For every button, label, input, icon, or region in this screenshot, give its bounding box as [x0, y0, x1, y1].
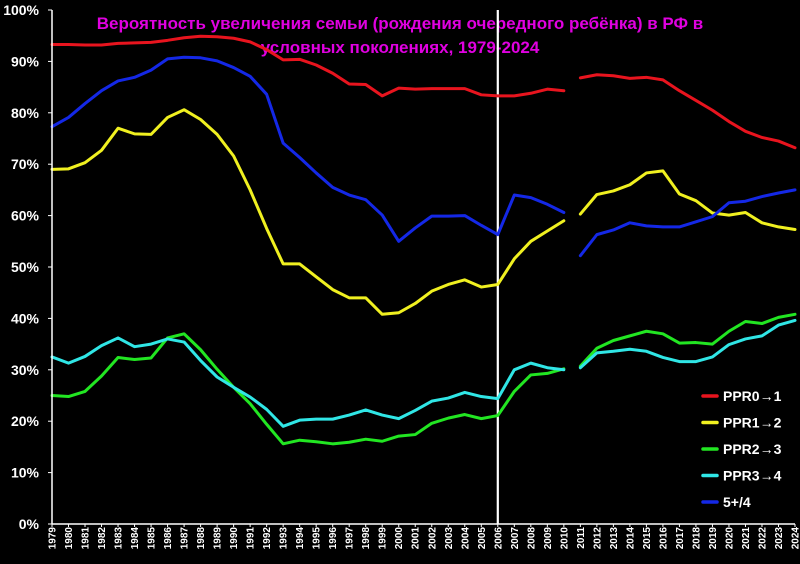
x-tick-label: 1987: [180, 527, 191, 550]
y-tick-label: 30%: [11, 362, 40, 378]
series-line-4-part-2: [578, 318, 797, 370]
y-tick-label: 20%: [11, 413, 40, 429]
x-tick-label: 1993: [279, 527, 290, 550]
x-tick-label: 1998: [361, 527, 372, 550]
y-tick-label: 70%: [11, 156, 40, 172]
series-line-3-part-2: [578, 312, 797, 368]
legend-label: PPR3→4: [723, 468, 782, 484]
x-tick-label: 1999: [378, 527, 389, 550]
x-tick-label: 1988: [196, 527, 207, 550]
x-tick-label: 2000: [394, 527, 405, 550]
series-line-1-part-1: [50, 34, 566, 98]
legend-label: 5+/4: [723, 494, 751, 510]
series-line-5-part-2: [578, 188, 797, 258]
legend-label: PPR2→3: [723, 441, 782, 457]
series-lines: [50, 34, 797, 446]
x-tick-label: 1995: [312, 527, 323, 550]
series-line-2-part-2: [578, 169, 797, 231]
chart-title-line-2: условных поколениях, 1979-2024: [261, 38, 540, 57]
x-tick-label: 1990: [229, 527, 240, 550]
x-tick-label: 1980: [64, 527, 75, 550]
x-tick-label: 2004: [460, 527, 471, 550]
x-tick-label: 2024: [791, 527, 800, 550]
series-line-4-part-1: [50, 336, 566, 428]
x-tick-label: 1983: [114, 527, 125, 550]
legend: PPR0→1 PPR1→2 PPR2→3 PPR3→4 5+/4: [701, 388, 782, 510]
x-tick-label: 1997: [345, 527, 356, 550]
x-tick-label: 2013: [609, 527, 620, 550]
y-tick-label: 90%: [11, 53, 40, 69]
series-line-5-part-1: [50, 55, 566, 243]
x-tick-label: 2003: [444, 527, 455, 550]
x-tick-label: 2014: [625, 527, 636, 550]
x-tick-label: 2017: [675, 527, 686, 550]
x-tick-label: 2012: [592, 527, 603, 550]
x-tick-label: 1981: [81, 527, 92, 550]
x-tick-labels: 1979 1980 1981 1982 1983 1984 1985 1986 1987 1988…: [48, 524, 800, 549]
x-tick-label: 2010: [559, 527, 570, 550]
y-tick-labels: 0% 10% 20% 30% 40% 50% 60% 70% 80% 90% 100%: [3, 2, 52, 532]
y-tick-label: 40%: [11, 310, 40, 326]
y-tick-label: 100%: [3, 2, 39, 18]
x-tick-label: 1996: [328, 527, 339, 550]
x-tick-label: 2021: [741, 527, 752, 550]
x-tick-label: 1985: [147, 527, 158, 550]
x-tick-label: 2018: [691, 527, 702, 550]
x-tick-label: 1991: [246, 527, 257, 550]
x-tick-label: 1979: [48, 527, 59, 550]
x-tick-label: 2006: [493, 527, 504, 550]
x-tick-label: 2008: [526, 527, 537, 550]
x-tick-label: 2002: [427, 527, 438, 550]
legend-label: PPR1→2: [723, 415, 782, 431]
series-line-2-part-1: [50, 108, 566, 316]
x-tick-label: 1992: [262, 527, 273, 550]
y-tick-label: 80%: [11, 105, 40, 121]
x-tick-label: 2020: [724, 527, 735, 550]
series-line-1-part-2: [578, 73, 797, 150]
y-tick-label: 0%: [19, 516, 40, 532]
x-tick-label: 2019: [708, 527, 719, 550]
x-tick-label: 1994: [295, 527, 306, 550]
x-tick-label: 2005: [477, 527, 488, 550]
x-tick-label: 1986: [163, 527, 174, 550]
x-tick-label: 2007: [510, 527, 521, 550]
x-tick-label: 2009: [543, 527, 554, 550]
series-line-3-part-1: [50, 332, 566, 446]
x-tick-label: 2023: [774, 527, 785, 550]
x-tick-label: 1984: [130, 527, 141, 550]
x-tick-label: 2016: [658, 527, 669, 550]
x-tick-label: 2022: [757, 527, 768, 550]
chart-title: Вероятность увеличения семьи (рождения о…: [97, 14, 703, 57]
x-tick-label: 2011: [576, 527, 587, 549]
chart-title-line-1: Вероятность увеличения семьи (рождения о…: [97, 14, 703, 33]
y-tick-label: 50%: [11, 259, 40, 275]
legend-label: PPR0→1: [723, 388, 782, 404]
x-tick-label: 2001: [411, 527, 422, 550]
y-tick-label: 10%: [11, 465, 40, 481]
y-tick-label: 60%: [11, 208, 40, 224]
x-tick-label: 2015: [642, 527, 653, 550]
x-tick-label: 1989: [213, 527, 224, 550]
x-tick-label: 1982: [97, 527, 108, 550]
